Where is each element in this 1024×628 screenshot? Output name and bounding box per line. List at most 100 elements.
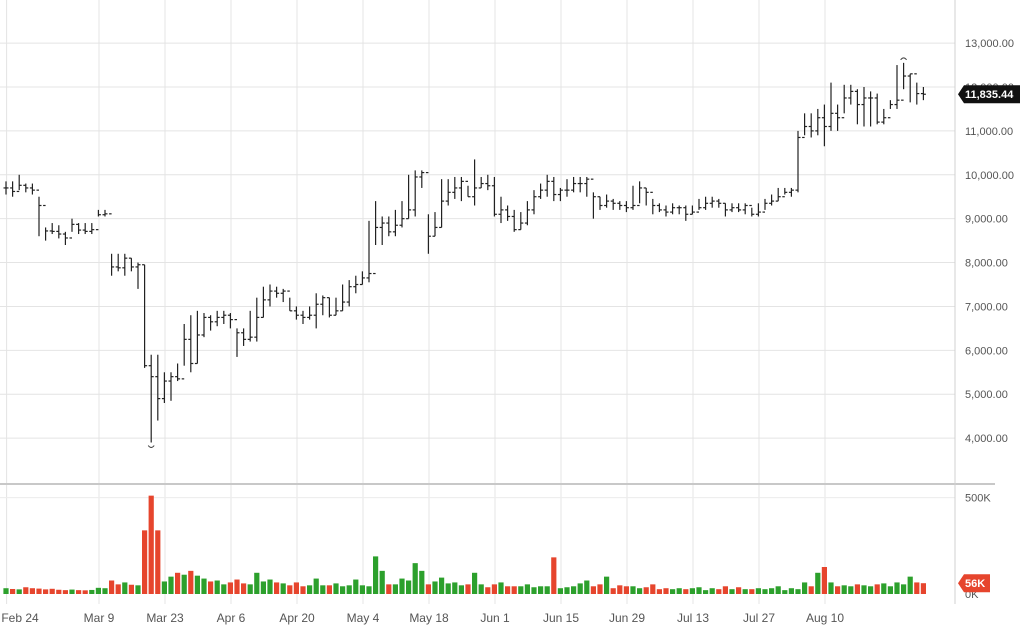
ohlc-bar <box>386 216 392 237</box>
volume-bar <box>729 589 735 594</box>
volume-bar <box>247 584 253 594</box>
ohlc-bar <box>887 100 893 119</box>
volume-bar <box>604 576 610 594</box>
ohlc-bar <box>703 196 709 210</box>
volume-bar <box>29 588 35 594</box>
volume-bar <box>234 579 240 594</box>
price-tick-label: 7,000.00 <box>965 301 1008 313</box>
volume-bar <box>82 590 88 594</box>
ohlc-bar <box>353 275 359 294</box>
volume-bar <box>208 581 214 594</box>
ohlc-bar <box>142 264 148 368</box>
chart-grid <box>0 0 995 604</box>
volume-bar <box>821 567 827 594</box>
ohlc-bar <box>478 176 484 189</box>
ohlc-bar <box>300 310 306 324</box>
ohlc-bar <box>848 84 854 105</box>
volume-bar <box>795 589 801 594</box>
volume-bar <box>676 588 682 594</box>
ohlc-bar <box>102 209 108 217</box>
volume-bar <box>472 572 478 594</box>
volume-bar <box>861 585 867 594</box>
ohlc-bar <box>69 218 75 239</box>
ohlc-bar <box>788 187 794 197</box>
price-tick-label: 6,000.00 <box>965 345 1008 357</box>
volume-bar <box>478 584 484 594</box>
volume-bar <box>320 585 326 594</box>
ohlc-bar <box>340 284 346 312</box>
volume-bar <box>907 576 913 594</box>
price-tick-label: 13,000.00 <box>965 38 1014 50</box>
volume-bar <box>637 588 643 594</box>
ohlc-bar <box>155 354 161 421</box>
ohlc-bar <box>584 176 590 197</box>
volume-bar <box>359 585 365 594</box>
volume-bar-series <box>3 495 926 594</box>
volume-bar <box>802 582 808 594</box>
ohlc-bar <box>419 170 425 188</box>
volume-bar <box>551 557 557 594</box>
volume-bar <box>564 587 570 594</box>
ohlc-bar <box>491 176 497 217</box>
volume-bar <box>366 586 372 594</box>
ohlc-bar <box>260 286 266 319</box>
volume-bar <box>755 588 761 594</box>
ohlc-bar <box>29 183 35 195</box>
volume-bar <box>241 583 247 594</box>
volume-bar <box>630 586 636 594</box>
volume-bar <box>683 589 689 594</box>
volume-bar <box>742 589 748 594</box>
volume-bar <box>95 587 101 594</box>
ohlc-bar <box>643 187 649 206</box>
volume-bar <box>188 570 194 594</box>
volume-bar <box>597 584 603 594</box>
volume-bar <box>703 590 709 594</box>
volume-bar <box>538 586 544 594</box>
volume-bar <box>617 585 623 594</box>
volume-bar <box>386 584 392 594</box>
volume-bar <box>16 589 22 594</box>
volume-bar <box>722 586 728 594</box>
ohlc-bar <box>874 93 880 125</box>
ohlc-bar <box>76 223 82 235</box>
volume-bar <box>227 582 233 594</box>
ohlc-bar <box>709 196 715 208</box>
ohlc-bar <box>841 84 847 119</box>
ohlc-bar <box>379 216 385 245</box>
ohlc-bar <box>854 89 860 125</box>
time-tick-label: Jun 1 <box>480 611 510 625</box>
volume-bar <box>828 582 834 594</box>
volume-bar <box>557 588 563 594</box>
volume-bar <box>505 586 511 594</box>
ohlc-bar <box>656 203 662 213</box>
ohlc-bar <box>16 174 22 193</box>
ohlc-bar <box>571 176 577 193</box>
ohlc-bar <box>894 65 900 109</box>
ohlc-bar <box>109 213 115 276</box>
volume-bar <box>254 572 260 594</box>
ohlc-bar <box>3 181 9 195</box>
time-tick-label: May 4 <box>347 611 380 625</box>
volume-bar <box>544 586 550 594</box>
ohlc-bar <box>23 183 29 193</box>
ohlc-bar <box>320 295 326 316</box>
volume-bar <box>419 570 425 594</box>
price-ohlc-series <box>3 57 926 448</box>
volume-bar <box>412 563 418 594</box>
ohlc-bar <box>617 201 623 210</box>
ohlc-bar <box>505 205 511 221</box>
ohlc-bar <box>795 130 801 193</box>
volume-bar <box>696 587 702 594</box>
time-tick-label: Jul 27 <box>743 611 775 625</box>
ohlc-bar <box>412 170 418 217</box>
volume-bar <box>340 586 346 594</box>
volume-bar <box>874 584 880 594</box>
time-tick-label: Jul 13 <box>677 611 709 625</box>
volume-bar <box>102 588 108 594</box>
volume-bar <box>353 579 359 594</box>
price-tick-label: 9,000.00 <box>965 214 1008 226</box>
ohlc-bar <box>472 159 478 206</box>
volume-bar <box>848 586 854 594</box>
time-tick-label: Aug 10 <box>806 611 844 625</box>
ohlc-bar <box>828 82 834 131</box>
